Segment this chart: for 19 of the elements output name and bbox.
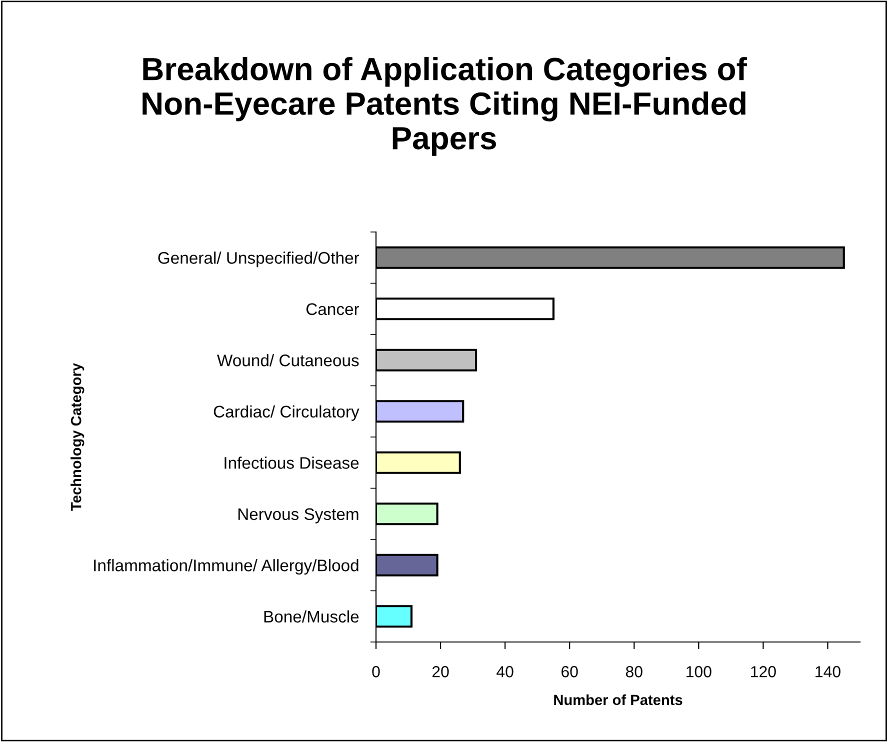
x-tick-label: 100 — [686, 666, 712, 678]
y-axis-title: Technology Category — [70, 363, 84, 511]
x-tick-label: 0 — [372, 666, 380, 678]
y-tick-label: Wound/ Cutaneous — [217, 354, 359, 366]
x-tick-label: 40 — [496, 666, 514, 678]
y-tick-label: Cardiac/ Circulatory — [214, 405, 360, 421]
x-tick-label: 120 — [751, 666, 776, 678]
y-tick-label: Inflammation/Immune/ Allergy/Blood — [94, 559, 358, 575]
y-tick-label: Nervous System — [238, 508, 358, 524]
y-tick-label: Infectious Disease — [224, 456, 359, 469]
x-axis-title: Number of Patents — [554, 694, 682, 706]
x-tick-label: 60 — [562, 666, 578, 678]
x-tick-label: 80 — [626, 666, 642, 678]
y-tick-label: Cancer — [306, 303, 360, 316]
y-tick-label: General/ Unspecified/Other — [158, 252, 360, 268]
x-tick-label: 140 — [816, 666, 840, 678]
chart-title: Breakdown of Application Categories of Non-Eyecare Patents Citing NEI-Funded Papers — [142, 56, 747, 156]
x-tick-label: 20 — [432, 666, 449, 678]
y-tick-label: Bone/Muscle — [264, 610, 359, 623]
